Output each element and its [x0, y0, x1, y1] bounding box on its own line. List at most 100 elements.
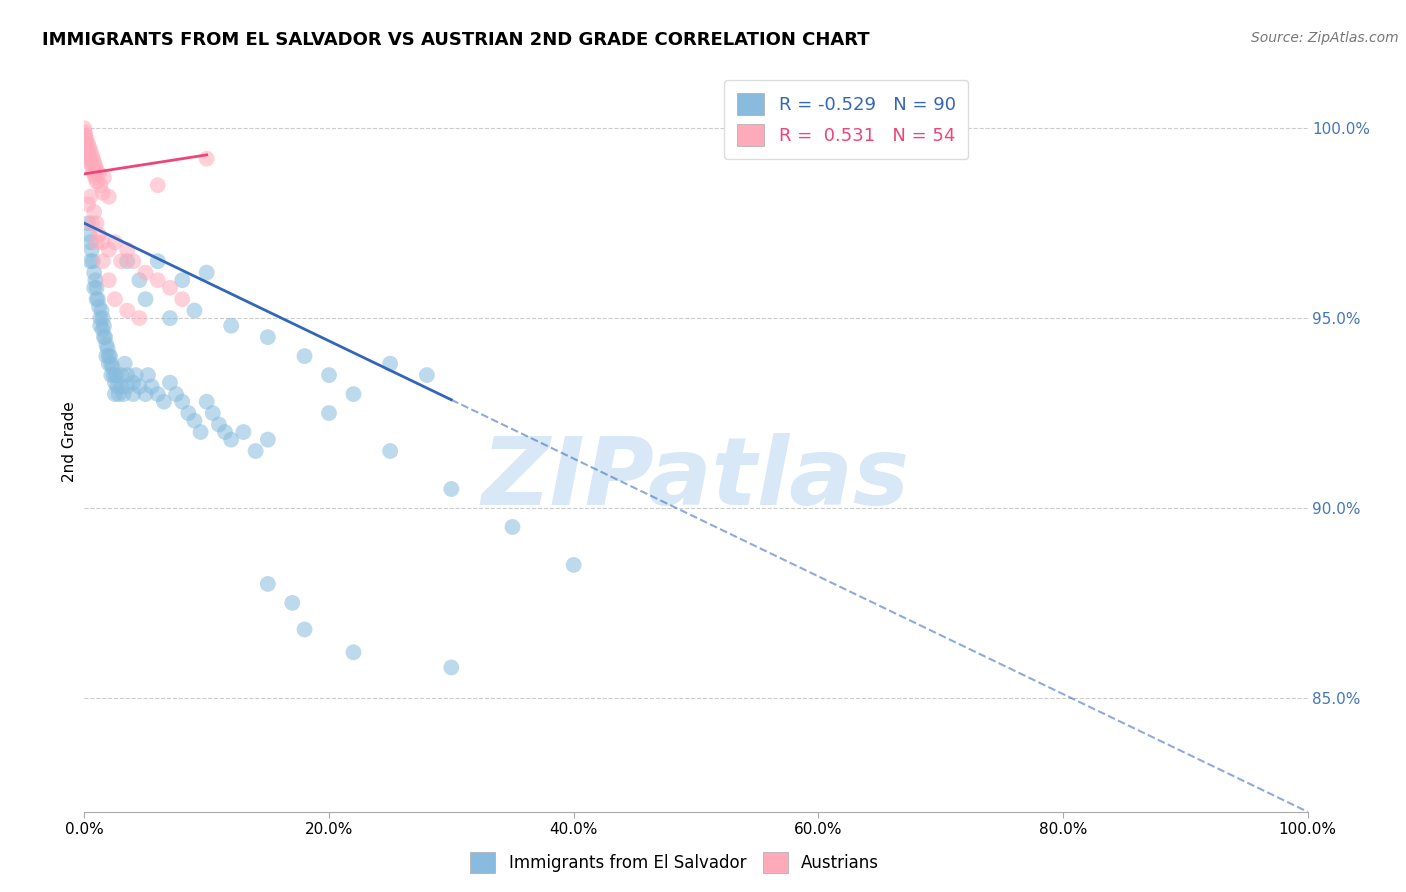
Point: [342, 645, 364, 659]
Point: [172, 394, 194, 409]
Point: [77, 216, 100, 230]
Point: [79, 235, 101, 250]
Point: [97, 357, 120, 371]
Point: [219, 318, 242, 333]
Point: [73, 128, 96, 143]
Point: [103, 368, 125, 383]
Point: [100, 357, 122, 371]
Point: [84, 273, 107, 287]
Point: [125, 368, 148, 383]
Point: [190, 425, 212, 439]
Point: [502, 520, 524, 534]
Point: [77, 152, 100, 166]
Point: [562, 558, 585, 572]
Point: [91, 235, 114, 250]
Point: [380, 444, 402, 458]
Point: [84, 159, 107, 173]
Point: [97, 349, 120, 363]
Point: [257, 330, 280, 344]
Point: [77, 227, 100, 242]
Point: [93, 318, 115, 333]
Point: [208, 417, 231, 432]
Point: [201, 406, 224, 420]
Point: [257, 577, 280, 591]
Point: [86, 292, 108, 306]
Point: [195, 266, 218, 280]
Point: [115, 254, 138, 268]
Point: [104, 292, 127, 306]
Point: [86, 174, 108, 188]
Text: Source: ZipAtlas.com: Source: ZipAtlas.com: [1251, 31, 1399, 45]
Point: [100, 368, 122, 383]
Point: [76, 144, 98, 158]
Point: [97, 273, 120, 287]
Point: [146, 254, 169, 268]
Point: [104, 376, 127, 390]
Point: [440, 482, 463, 496]
Point: [128, 311, 150, 326]
Y-axis label: 2nd Grade: 2nd Grade: [62, 401, 77, 482]
Point: [440, 660, 463, 674]
Point: [128, 273, 150, 287]
Point: [97, 189, 120, 203]
Point: [73, 125, 96, 139]
Point: [75, 128, 97, 143]
Point: [219, 433, 242, 447]
Point: [83, 167, 105, 181]
Point: [136, 368, 159, 383]
Point: [82, 163, 104, 178]
Point: [153, 394, 176, 409]
Point: [77, 136, 100, 151]
Point: [87, 300, 110, 314]
Point: [84, 170, 107, 185]
Point: [80, 148, 103, 162]
Point: [79, 254, 101, 268]
Point: [141, 379, 163, 393]
Point: [114, 357, 136, 371]
Point: [87, 292, 110, 306]
Point: [112, 387, 135, 401]
Point: [105, 368, 128, 383]
Point: [183, 303, 205, 318]
Point: [96, 349, 118, 363]
Point: [93, 330, 115, 344]
Point: [75, 133, 97, 147]
Point: [83, 281, 105, 295]
Point: [80, 216, 103, 230]
Point: [110, 379, 132, 393]
Point: [318, 368, 340, 383]
Point: [195, 152, 218, 166]
Point: [96, 337, 118, 351]
Point: [122, 376, 145, 390]
Point: [214, 425, 236, 439]
Point: [75, 133, 97, 147]
Point: [105, 379, 128, 393]
Point: [91, 322, 114, 336]
Point: [77, 148, 100, 162]
Point: [82, 152, 104, 166]
Point: [115, 379, 138, 393]
Point: [110, 368, 132, 383]
Point: [104, 235, 127, 250]
Point: [86, 216, 108, 230]
Point: [76, 140, 98, 154]
Point: [135, 266, 157, 280]
Point: [165, 387, 187, 401]
Point: [281, 596, 304, 610]
Point: [90, 303, 112, 318]
Point: [128, 379, 150, 393]
Point: [89, 318, 111, 333]
Point: [159, 311, 181, 326]
Point: [86, 163, 108, 178]
Point: [232, 425, 254, 439]
Point: [80, 159, 103, 173]
Point: [77, 140, 100, 154]
Point: [89, 178, 111, 193]
Point: [257, 433, 280, 447]
Point: [177, 406, 200, 420]
Point: [89, 311, 111, 326]
Point: [122, 254, 145, 268]
Point: [342, 387, 364, 401]
Point: [93, 170, 115, 185]
Point: [101, 360, 124, 375]
